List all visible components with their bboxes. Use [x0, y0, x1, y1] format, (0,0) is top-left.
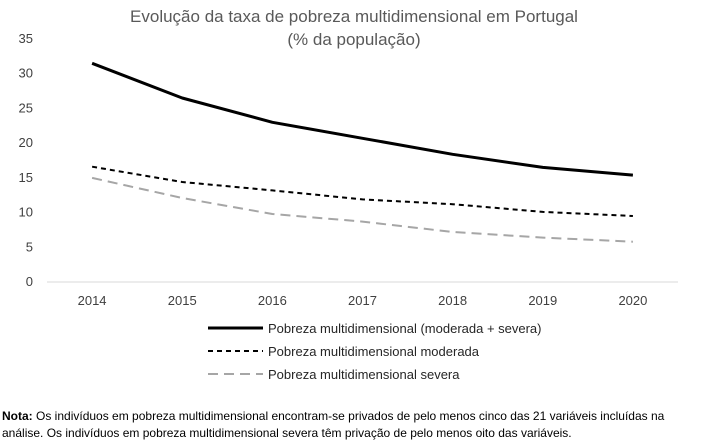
- y-tick-label: 10: [19, 205, 33, 220]
- y-tick-label: 5: [26, 239, 33, 254]
- x-tick-label: 2014: [78, 293, 107, 308]
- y-tick-label: 20: [19, 135, 33, 150]
- legend-label-3: Pobreza multidimensional severa: [268, 367, 460, 382]
- x-axis-tick-labels: 2014 2015 2016 2017 2018 2019 2020: [78, 293, 648, 308]
- line-chart: Evolução da taxa de pobreza multidimensi…: [19, 7, 678, 382]
- series-line-3: [91, 176, 633, 243]
- series-line-1: [91, 61, 634, 177]
- x-tick-label: 2020: [618, 293, 647, 308]
- y-tick-label: 0: [26, 274, 33, 289]
- y-tick-label: 30: [19, 66, 33, 81]
- chart-title-line-1: Evolução da taxa de pobreza multidimensi…: [130, 7, 578, 26]
- footnote-label: Nota:: [2, 409, 33, 423]
- y-tick-label: 25: [19, 100, 33, 115]
- x-tick-label: 2015: [168, 293, 197, 308]
- legend-label-1: Pobreza multidimensional (moderada + sev…: [268, 321, 542, 336]
- series-lines: [91, 61, 634, 243]
- legend-label-2: Pobreza multidimensional moderada: [268, 344, 480, 359]
- footnote-text: Os indivíduos em pobreza multidimensiona…: [2, 409, 665, 440]
- series-line-2: [91, 165, 633, 217]
- y-axis-tick-labels: 0 5 10 15 20 25 30 35: [19, 31, 33, 289]
- x-tick-label: 2016: [258, 293, 287, 308]
- x-tick-label: 2018: [438, 293, 467, 308]
- x-tick-label: 2019: [528, 293, 557, 308]
- x-tick-label: 2017: [348, 293, 377, 308]
- legend: Pobreza multidimensional (moderada + sev…: [208, 321, 542, 382]
- y-tick-label: 15: [19, 170, 33, 185]
- footnote: Nota: Os indivíduos em pobreza multidime…: [2, 408, 702, 442]
- chart-title-line-2: (% da população): [287, 30, 420, 49]
- y-tick-label: 35: [19, 31, 33, 46]
